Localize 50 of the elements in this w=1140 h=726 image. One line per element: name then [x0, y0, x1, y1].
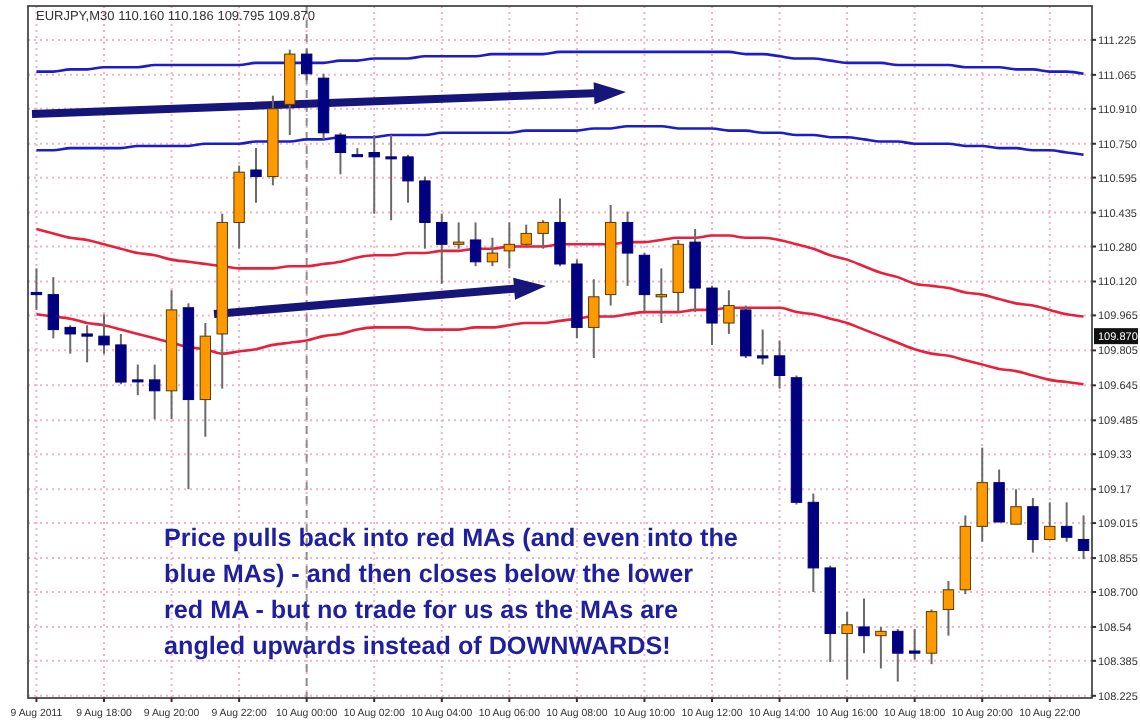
candlestick	[469, 221, 482, 268]
candlestick	[1044, 501, 1056, 541]
candlestick	[858, 597, 870, 655]
candlestick	[875, 625, 887, 670]
candlestick	[385, 134, 397, 222]
candlestick	[402, 153, 414, 204]
candlestick	[841, 610, 853, 681]
candlestick	[588, 278, 600, 360]
candlestick	[436, 212, 448, 285]
candlestick	[723, 289, 735, 335]
candlestick	[1027, 496, 1039, 554]
candlestick	[1077, 514, 1090, 561]
line-series	[35, 124, 1085, 156]
candlestick	[689, 228, 701, 314]
candlestick	[621, 210, 634, 287]
candlestick	[148, 363, 161, 421]
candlestick	[503, 221, 516, 270]
candlestick	[740, 304, 752, 360]
candlestick	[132, 363, 144, 397]
candlestick	[993, 468, 1005, 523]
candlestick	[756, 328, 769, 366]
candlestick	[47, 276, 60, 340]
candlestick	[334, 131, 347, 176]
line-series	[35, 50, 1085, 76]
candlestick	[942, 580, 955, 637]
candlestick	[892, 628, 904, 683]
candlestick	[1010, 488, 1022, 526]
candlestick	[300, 48, 313, 82]
candlestick	[976, 446, 988, 543]
annotation: Price pulls back into red MAs (and even into the blue MAs) - and then closes below the lower red MA - but no trade for us as the MAs are angled upwards instead of DOWNWARDS!	[164, 524, 738, 660]
candlestick	[655, 267, 668, 325]
candlestick	[486, 236, 499, 268]
candlestick	[925, 608, 938, 666]
candlestick	[368, 134, 380, 215]
candlestick	[81, 324, 93, 364]
candlestick	[419, 175, 431, 250]
candlestick	[452, 221, 465, 250]
candlestick	[554, 197, 566, 268]
candlestick	[115, 332, 127, 386]
candlestick	[706, 284, 718, 346]
candlestick	[638, 252, 651, 314]
candlestick	[773, 339, 786, 390]
candlestick	[537, 219, 549, 250]
candlestick	[1060, 501, 1073, 543]
candlestick	[30, 267, 43, 311]
candlestick	[98, 313, 110, 355]
candlestick	[250, 147, 262, 204]
candlestick	[520, 223, 532, 248]
candlestick	[908, 628, 921, 661]
candlestick	[64, 324, 76, 355]
